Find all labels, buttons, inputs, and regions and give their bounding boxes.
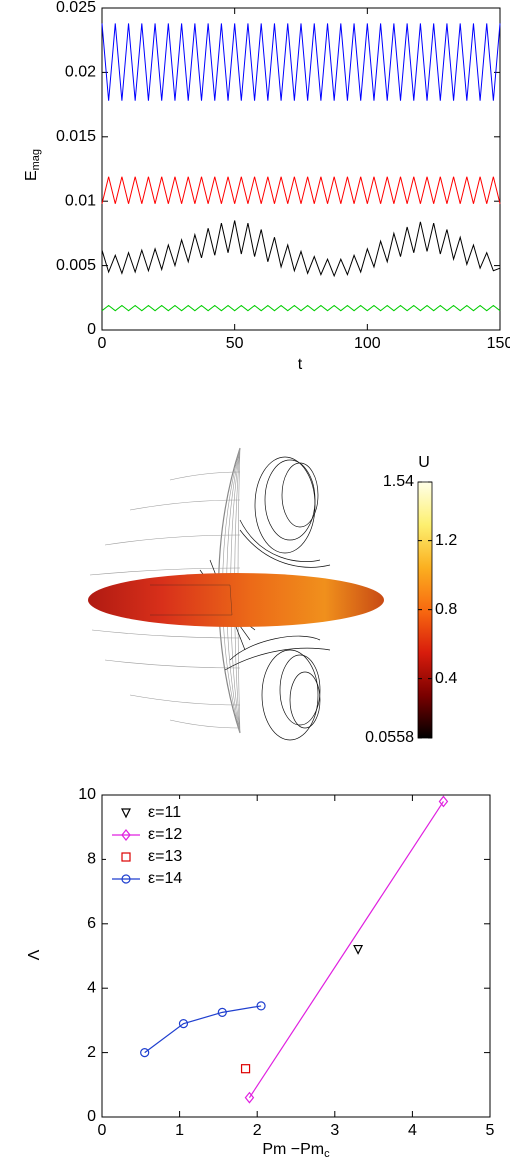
x-tick-label: 150 <box>487 335 510 352</box>
legend-marker <box>121 874 131 884</box>
marker <box>438 795 449 808</box>
marker <box>178 1019 189 1029</box>
marker <box>353 944 364 955</box>
y-tick-label: 2 <box>87 1044 96 1061</box>
plot-frame <box>101 794 491 1118</box>
series-line <box>101 220 501 278</box>
x-tick-label: 5 <box>486 1122 495 1139</box>
x-tick-label: 1 <box>175 1122 184 1139</box>
legend-marker <box>121 829 131 841</box>
legend-label: ε=14 <box>148 870 182 887</box>
colorbar-tick-label: 1.2 <box>435 532 457 549</box>
colorbar-tick-label: 0.4 <box>435 670 457 687</box>
equatorial-disk <box>88 573 384 627</box>
series-line <box>101 176 501 204</box>
y-tick-label: 0 <box>87 321 96 338</box>
legend-label: ε=11 <box>148 804 181 821</box>
y-tick-label: 6 <box>87 915 96 932</box>
x-tick-label: 50 <box>226 335 244 352</box>
y-tick-label: 0 <box>87 1108 96 1125</box>
y-tick-label: 0.02 <box>65 64 96 81</box>
y-tick-label: 0.015 <box>56 128 96 145</box>
series-line <box>248 801 444 1099</box>
colorbar-tick-label: 0.0558 <box>365 729 414 746</box>
x-tick-label: 0 <box>98 335 107 352</box>
y-axis-label: Emag <box>23 149 42 181</box>
y-tick-label: 4 <box>87 979 96 996</box>
disk-streamlines <box>150 584 233 616</box>
x-tick-label: 4 <box>408 1122 417 1139</box>
marker <box>140 1047 150 1058</box>
y-tick-label: 8 <box>87 851 96 868</box>
x-axis-label: t <box>298 356 303 373</box>
legend-marker <box>121 808 131 819</box>
series-line <box>101 23 501 101</box>
y-tick-label: 0.01 <box>65 192 96 209</box>
x-axis-label: Pm −Pmc <box>262 1141 330 1160</box>
y-tick-label: 0.025 <box>56 0 96 16</box>
x-tick-label: 2 <box>253 1122 262 1139</box>
render-3d <box>88 447 384 741</box>
y-tick-label: 10 <box>78 786 96 803</box>
colorbar-label: U <box>418 454 430 471</box>
marker <box>256 1001 266 1011</box>
y-axis-label-sub: mag <box>30 149 42 170</box>
series-line <box>144 1005 262 1054</box>
x-axis-label-sub: c <box>324 1148 330 1160</box>
colorbar-tick-label: 1.54 <box>383 473 414 490</box>
x-tick-label: 0 <box>98 1122 107 1139</box>
plot-frame <box>101 7 501 331</box>
colorbar-tick-label: 0.8 <box>435 601 457 618</box>
legend-label: ε=12 <box>148 826 182 843</box>
x-axis-label-main: Pm −Pm <box>262 1141 324 1158</box>
y-tick-label: 0.005 <box>56 257 96 274</box>
legend-label: ε=13 <box>148 848 182 865</box>
legend-marker <box>121 852 131 862</box>
marker <box>244 1091 255 1104</box>
series-line <box>101 304 501 312</box>
x-tick-label: 3 <box>330 1122 339 1139</box>
marker <box>240 1064 251 1074</box>
x-tick-label: 100 <box>354 335 381 352</box>
y-axis-label: Λ <box>26 949 43 960</box>
y-axis-label-main: E <box>23 170 40 181</box>
marker <box>217 1007 227 1017</box>
